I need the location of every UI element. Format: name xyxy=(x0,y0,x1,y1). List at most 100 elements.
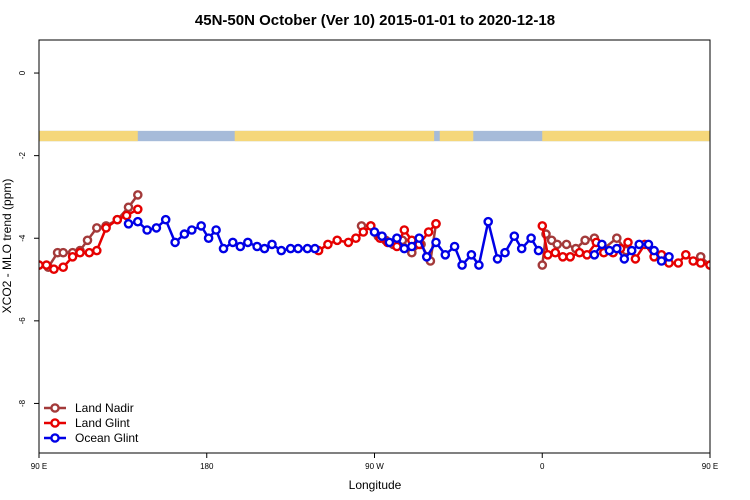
data-point xyxy=(561,239,572,250)
data-point xyxy=(552,239,563,250)
data-point xyxy=(597,239,607,250)
data-point xyxy=(399,225,410,235)
data-point xyxy=(406,241,417,252)
y-tick-label: 0 xyxy=(18,70,27,75)
y-tick-label: -4 xyxy=(18,234,27,242)
data-point xyxy=(516,243,527,254)
data-point xyxy=(67,251,78,262)
data-point xyxy=(688,256,699,266)
data-point xyxy=(440,249,451,260)
data-point xyxy=(285,243,296,254)
legend-marker xyxy=(50,433,60,443)
x-tick-label: 90 E xyxy=(702,462,718,471)
data-point xyxy=(84,247,95,258)
data-point xyxy=(543,249,553,260)
legend-item: Land Nadir xyxy=(44,401,134,415)
data-point xyxy=(421,251,432,262)
data-point xyxy=(179,229,190,239)
data-point xyxy=(377,231,387,241)
x-tick-label: 90 E xyxy=(31,462,47,471)
data-point xyxy=(582,249,592,260)
data-point xyxy=(123,202,134,213)
land-band-segment xyxy=(542,130,710,142)
legend-marker xyxy=(50,403,60,413)
data-point xyxy=(634,239,645,250)
legend-label: Land Nadir xyxy=(75,401,134,415)
data-point xyxy=(457,260,467,270)
data-point xyxy=(92,223,102,233)
series-layer xyxy=(39,190,710,275)
data-point xyxy=(132,190,143,200)
data-point xyxy=(449,241,460,252)
data-point xyxy=(132,204,143,215)
data-point xyxy=(242,237,253,248)
data-point xyxy=(123,218,134,229)
x-tick-label: 180 xyxy=(200,462,214,471)
data-point xyxy=(705,260,710,270)
data-point xyxy=(695,258,706,268)
data-point xyxy=(509,231,520,241)
data-point xyxy=(121,210,132,221)
data-point xyxy=(649,245,659,256)
data-point xyxy=(612,233,622,243)
data-point xyxy=(302,243,313,254)
legend-marker xyxy=(50,418,60,428)
data-point xyxy=(589,249,600,260)
data-point xyxy=(267,239,277,250)
x-tick-label: 90 W xyxy=(365,462,384,471)
data-point xyxy=(132,216,143,227)
x-axis-label: Longitude xyxy=(349,478,402,492)
data-point xyxy=(392,241,402,252)
data-point xyxy=(492,254,503,264)
data-point xyxy=(259,243,270,254)
data-point xyxy=(533,245,544,256)
data-point xyxy=(643,239,654,250)
data-point xyxy=(58,262,69,273)
data-point xyxy=(673,258,684,268)
data-point xyxy=(466,249,477,260)
data-point xyxy=(537,221,548,231)
y-axis-label: XCO2 - MLO trend (ppm) xyxy=(0,179,14,314)
data-point xyxy=(369,227,380,237)
data-point xyxy=(186,225,197,235)
y-tick-label: -6 xyxy=(18,317,27,325)
data-point xyxy=(626,245,637,256)
land-band-segment xyxy=(439,130,474,142)
data-point xyxy=(664,251,674,262)
data-point xyxy=(619,254,630,264)
data-point xyxy=(392,233,402,243)
data-point xyxy=(574,247,585,258)
data-point xyxy=(612,243,622,254)
data-point xyxy=(323,239,333,250)
data-point xyxy=(203,233,214,243)
data-point xyxy=(211,225,221,235)
data-point xyxy=(293,243,303,254)
data-point xyxy=(75,247,85,258)
y-tick-label: -2 xyxy=(18,152,27,160)
data-point xyxy=(343,237,354,248)
data-point xyxy=(252,241,262,252)
legend-label: Land Glint xyxy=(75,416,130,430)
data-point xyxy=(151,223,162,233)
data-point xyxy=(112,214,123,225)
data-point xyxy=(41,260,52,270)
data-point xyxy=(623,237,633,248)
data-point xyxy=(92,245,102,256)
y-axis: 0 -2 -4 -6 -8 xyxy=(18,70,39,407)
x-tick-label: 0 xyxy=(540,462,545,471)
series-ocean-glint xyxy=(123,214,674,270)
data-point xyxy=(526,233,536,243)
data-point xyxy=(49,264,59,275)
data-point xyxy=(235,241,246,252)
land-band-segment xyxy=(39,130,138,142)
data-point xyxy=(681,249,691,260)
data-point xyxy=(423,227,434,237)
data-point xyxy=(101,223,111,233)
data-point xyxy=(580,235,590,246)
x-axis: 90 E 180 90 W 0 90 E xyxy=(31,453,718,471)
data-point xyxy=(431,237,441,248)
land-band-segment xyxy=(234,130,435,142)
data-point xyxy=(332,235,343,246)
data-point xyxy=(604,245,615,256)
